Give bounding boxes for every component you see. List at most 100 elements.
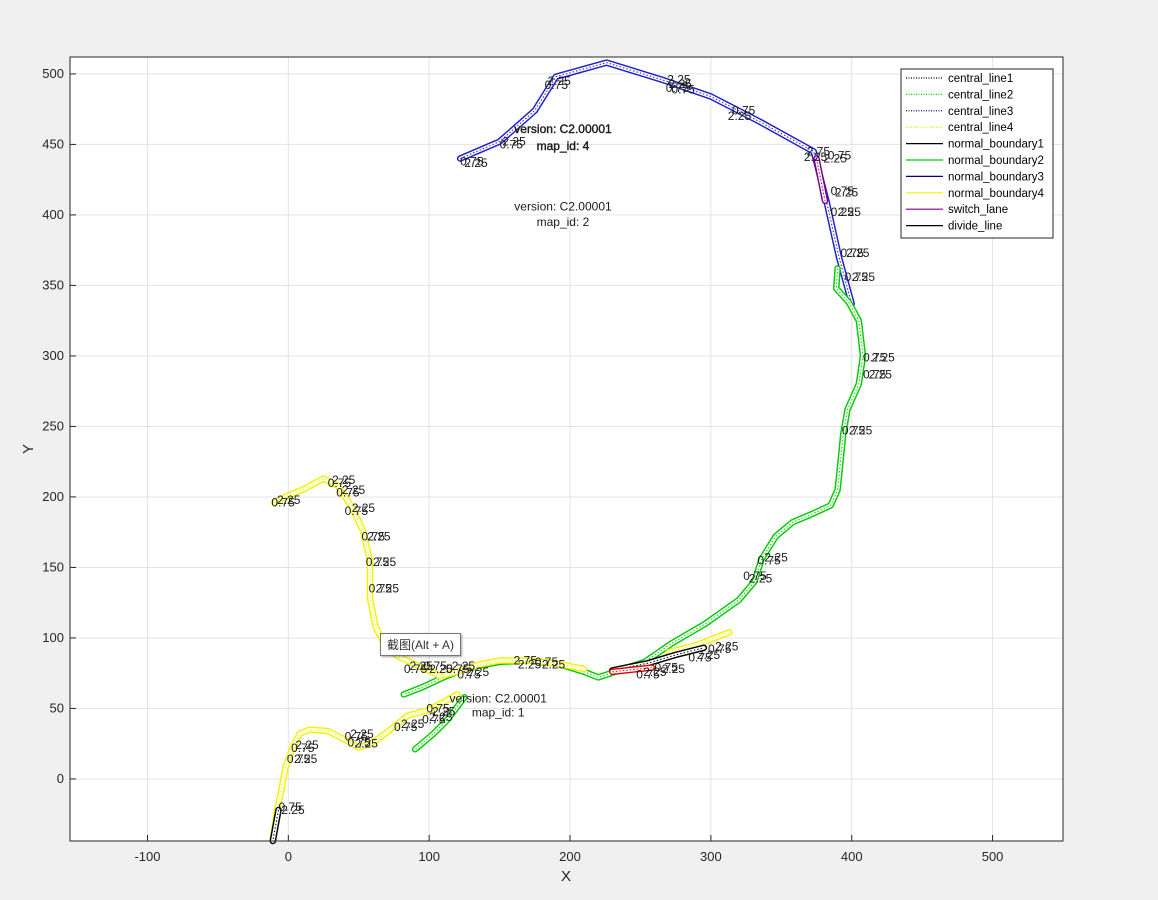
x-tick-label: -100 [134,849,160,864]
value-label: 0.75 [863,350,887,364]
road-segment [456,59,855,308]
map-annotation: version: C2.00001 [449,692,547,706]
value-label: 2.25 [846,246,870,260]
value-label: 2.25 [871,350,895,364]
central-line [272,693,458,842]
value-label: 2.25 [429,710,453,724]
x-tick-label: 400 [841,849,863,864]
x-tick-label: 0 [285,849,292,864]
value-label: 0.75 [366,555,390,569]
value-label: 0.75 [732,104,756,118]
value-label: 0.75 [457,668,481,682]
legend-entry[interactable]: normal_boundary4 [906,188,1045,200]
value-label: 2.25 [849,424,873,438]
legend-label: central_line2 [948,89,1013,101]
annotations-layer: version: C2.00001 map_id: 4 version: C2.00… [449,122,612,720]
value-label: 2.25 [518,658,542,672]
value-label: 2.25 [852,270,876,284]
value-label: 2.25 [667,73,691,87]
central-line [414,696,465,750]
value-label: 0.25 [831,205,855,219]
x-tick-label: 300 [700,849,722,864]
legend-entry[interactable]: normal_boundary2 [906,155,1044,167]
value-label: 0.75 [840,246,864,260]
central-line [816,158,826,201]
value-label: 0.75 [422,713,446,727]
road-segment [411,693,468,753]
value-labels-layer: 0.752.250.752.250.752.250.752.250.752.25… [271,73,895,817]
legend-entry[interactable]: central_line4 [906,122,1014,134]
y-tick-label: 450 [42,136,64,151]
legend-entry[interactable]: divide_line [906,221,1002,233]
screenshot-tooltip: 截图(Alt + A) [380,633,462,656]
value-label: 0.75 [369,582,393,596]
value-label: 0.75 [345,504,369,518]
legend[interactable]: central_line1 central_line2 central_line3c… [900,68,1054,239]
legend-entry[interactable]: normal_boundary1 [906,139,1044,151]
value-label: 0.75 [831,184,855,198]
y-tick-label: 100 [42,630,64,645]
x-tick-label: 500 [982,849,1004,864]
legend-label: normal_boundary2 [948,155,1044,167]
grid-lines [70,57,1063,841]
map-annotation: version: C2.00001 [514,199,612,213]
value-label: 0.75 [757,553,781,567]
value-label: 2.25 [429,662,453,676]
value-label: 0.75 [636,668,660,682]
legend-entry[interactable]: central_line2 [906,89,1013,101]
value-label: 0.75 [842,424,866,438]
value-label: 2.25 [662,662,686,676]
value-label: 2.25 [373,555,397,569]
value-label: 0.75 [394,720,418,734]
value-label: 2.75 [514,654,538,668]
central-line [668,631,730,653]
value-label: 0.75 [345,730,369,744]
value-label: 2.25 [294,752,318,766]
y-tick-label: 350 [42,277,64,292]
value-label: 2.25 [697,648,721,662]
value-label: 0.75 [278,800,302,814]
value-label: 2.25 [838,205,862,219]
value-label: 2.25 [295,738,319,752]
value-label: 2.25 [355,737,379,751]
y-tick-label: 400 [42,207,64,222]
value-label: 2.25 [547,74,571,88]
central-line [460,62,853,304]
road-segment [269,806,282,845]
value-label: 2.25 [277,493,301,507]
legend-entry[interactable]: normal_boundary3 [906,171,1044,183]
lane-surface [270,808,281,843]
legend-label: central_line4 [948,122,1014,134]
y-axis-label: Y [20,444,37,454]
value-label: 0.75 [535,655,559,669]
value-label: 0.75 [347,735,371,749]
legend-label: normal_boundary4 [948,188,1045,200]
x-tick-label: 200 [559,849,581,864]
legend-box [900,68,1054,239]
value-label: 2.25 [342,483,366,497]
value-label: 0.75 [271,496,295,510]
legend-entry[interactable]: central_line3 [906,106,1013,118]
value-label: 2.75 [807,144,831,158]
value-label: 2.25 [350,727,374,741]
value-label: 0.75 [845,270,869,284]
value-label: 2.25 [869,367,893,381]
map-annotation: map_id: 1 [472,706,525,720]
value-label: 0.75 [655,661,679,675]
lane-surface [610,665,654,674]
value-label: 0.75 [863,367,887,381]
value-label: 2.25 [502,135,526,149]
value-label: 2.25 [401,717,425,731]
x-tick-label: 100 [418,849,440,864]
value-label: 0.75 [426,701,450,715]
value-label: 2.25 [352,501,376,515]
y-tick-label: 50 [50,700,64,715]
value-label: 0.75 [828,149,852,163]
legend-entry[interactable]: central_line1 [906,73,1013,85]
y-tick-label: 300 [42,348,64,363]
value-label: 2.25 [452,659,476,673]
value-label: 2.25 [643,665,667,679]
legend-entry[interactable]: switch_lane [906,204,1008,216]
map-annotation: map_id: 2 [537,215,590,229]
